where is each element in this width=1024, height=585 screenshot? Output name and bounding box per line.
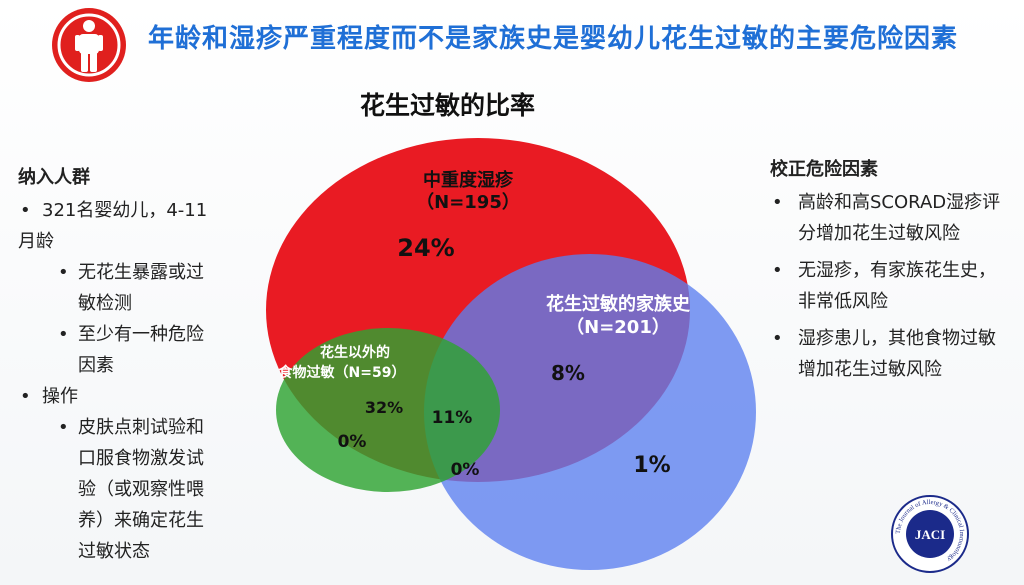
risk-factors-list: 高龄和高SCORAD湿疹评分增加花生过敏风险 无湿疹，有家族花生史，非常低风险 … xyxy=(770,187,1010,385)
eczema-food-pct: 32% xyxy=(365,398,403,417)
list-item: 因素 xyxy=(78,355,114,376)
eczema-only-pct: 24% xyxy=(397,234,454,262)
list-item: 口服食物激发试 xyxy=(78,448,204,469)
all-three-pct: 11% xyxy=(432,408,473,428)
list-item: 操作 xyxy=(18,381,278,412)
food-allergy-count: 食物过敏（N=59） xyxy=(279,364,406,381)
jaci-text: JACI xyxy=(915,527,945,542)
eczema-ellipse xyxy=(266,138,690,482)
family-only-pct: 1% xyxy=(633,453,670,478)
list-item: 月龄 xyxy=(18,231,54,252)
inclusion-list: 321名婴幼儿，4-11 月龄 无花生暴露或过 敏检测 至少有一种危险 因素 操… xyxy=(18,195,278,567)
jaci-logo: The Journal of Allergy & Clinical Immuno… xyxy=(891,495,969,573)
list-item: 敏检测 xyxy=(78,293,132,314)
slide-title: 年龄和湿疹严重程度而不是家族史是婴幼儿花生过敏的主要危险因素 xyxy=(148,24,959,54)
eczema-label: 中重度湿疹 xyxy=(423,169,514,191)
diagram-title: 花生过敏的比率 xyxy=(360,91,536,120)
list-item: 验（或观察性喂 xyxy=(78,479,204,500)
inclusion-heading: 纳入人群 xyxy=(18,167,90,188)
list-item: 高龄和高SCORAD湿疹评分增加花生过敏风险 xyxy=(770,187,1010,249)
list-item: 无花生暴露或过 xyxy=(18,257,278,288)
list-item: 无湿疹，有家族花生史，非常低风险 xyxy=(770,255,1010,317)
family-history-ellipse xyxy=(424,254,756,570)
food-family-pct: 0% xyxy=(451,460,480,480)
list-item: 养）来确定花生 xyxy=(78,510,204,531)
list-item: 321名婴幼儿，4-11 xyxy=(18,195,278,226)
food-only-pct: 0% xyxy=(338,432,367,452)
risk-factors-panel: 校正危险因素 高龄和高SCORAD湿疹评分增加花生过敏风险 无湿疹，有家族花生史… xyxy=(770,154,1010,391)
eczema-count: （N=195） xyxy=(416,192,520,213)
family-history-count: （N=201） xyxy=(566,317,670,338)
list-item: 湿疹患儿，其他食物过敏增加花生过敏风险 xyxy=(770,323,1010,385)
list-item: 至少有一种危险 xyxy=(18,319,278,350)
food-allergy-ellipse xyxy=(276,328,500,492)
family-history-label: 花生过敏的家族史 xyxy=(546,293,691,315)
list-item: 过敏状态 xyxy=(78,541,150,562)
inclusion-panel: 纳入人群 321名婴幼儿，4-11 月龄 无花生暴露或过 敏检测 至少有一种危险… xyxy=(18,162,278,567)
list-item: 皮肤点刺试验和 xyxy=(18,412,278,443)
food-allergy-label: 花生以外的 xyxy=(320,344,390,361)
person-icon xyxy=(52,8,126,82)
eczema-family-pct: 8% xyxy=(551,361,585,385)
risk-factors-heading: 校正危险因素 xyxy=(770,159,878,180)
